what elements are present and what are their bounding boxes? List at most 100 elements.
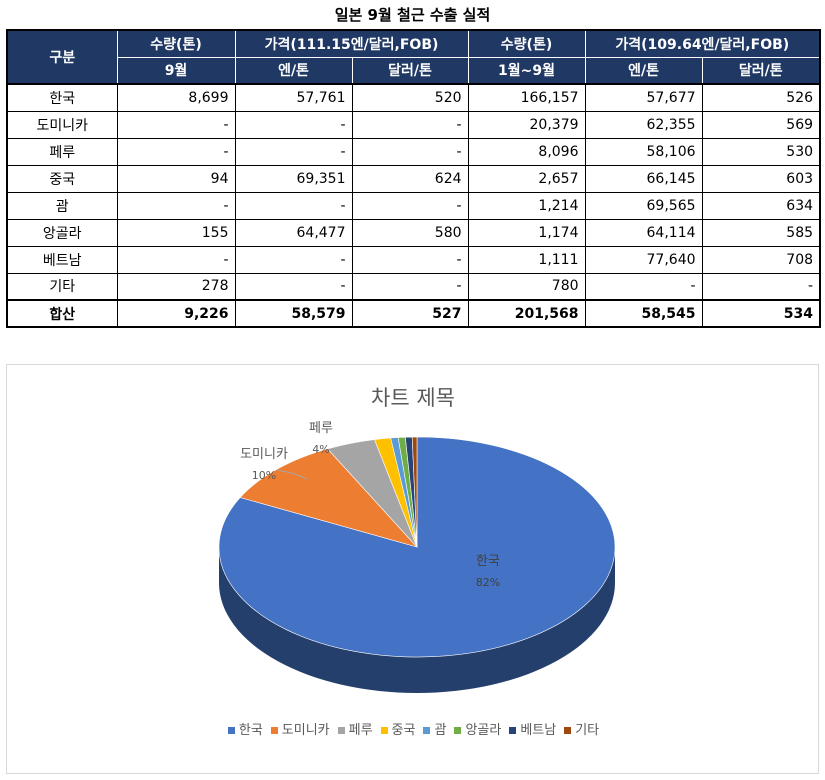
legend-label: 한국 xyxy=(238,723,263,738)
table-cell: 526 xyxy=(701,83,821,112)
legend-label: 도미니카 xyxy=(281,723,330,738)
row-category: 중국 xyxy=(6,164,118,193)
table-cell: 780 xyxy=(467,272,586,301)
legend-item: 중국 xyxy=(380,719,416,738)
data-label-도미니카: 도미니카 10% xyxy=(240,447,288,482)
legend-swatch xyxy=(564,727,572,734)
table-cell: 8,096 xyxy=(467,137,586,166)
table-cell: 20,379 xyxy=(467,110,586,139)
legend-label: 앙골라 xyxy=(465,723,502,738)
table-cell: - xyxy=(116,110,236,139)
table-cell: 2,657 xyxy=(467,164,586,193)
table-cell: 634 xyxy=(701,191,821,220)
pie-chart: 차트 제목 한국 82% 도미니카 10% 페루 4% 한국 도미니카 페루 중국 괌 앙골라 베트남 기… xyxy=(6,364,819,774)
subheader-cell: 엔/톤 xyxy=(234,56,353,85)
chart-title: 차트 제목 xyxy=(371,386,455,410)
table-cell: 94 xyxy=(116,164,236,193)
table-cell: - xyxy=(351,137,469,166)
table-cell: - xyxy=(351,272,469,301)
table-cell: 580 xyxy=(351,218,469,247)
header-qty-ytd: 수량(톤) xyxy=(467,29,586,58)
header-category: 구분 xyxy=(6,29,118,85)
row-category: 기타 xyxy=(6,272,118,301)
row-category: 도미니카 xyxy=(6,110,118,139)
subheader-cell: 엔/톤 xyxy=(584,56,703,85)
subheader-cell: 9월 xyxy=(116,56,236,85)
table-cell: - xyxy=(234,110,353,139)
table-cell: - xyxy=(116,191,236,220)
table-row: 앙골라 155 64,477 580 1,174 64,114 585 xyxy=(6,218,821,247)
table-cell: 624 xyxy=(351,164,469,193)
legend-item: 베트남 xyxy=(509,719,556,738)
table-row: 기타 278- -780- - xyxy=(6,272,821,301)
row-category: 괌 xyxy=(6,191,118,220)
row-category: 앙골라 xyxy=(6,218,118,247)
table-cell: 64,477 xyxy=(234,218,353,247)
table-cell: 1,111 xyxy=(467,245,586,274)
leader-line xyxy=(276,469,308,480)
header-qty-sep: 수량(톤) xyxy=(116,29,236,58)
row-category: 합산 xyxy=(6,299,118,328)
table-cell: - xyxy=(234,191,353,220)
legend-swatch xyxy=(380,727,388,734)
data-label-percent: 10% xyxy=(252,469,276,482)
table-cell: 520 xyxy=(351,83,469,112)
data-label-percent: 4% xyxy=(312,443,329,456)
table-cell: 569 xyxy=(701,110,821,139)
legend-item: 페루 xyxy=(337,719,373,738)
legend-item: 괌 xyxy=(423,719,446,738)
table-cell: 57,677 xyxy=(584,83,703,112)
table-cell: 708 xyxy=(701,245,821,274)
legend-item: 도미니카 xyxy=(270,719,330,738)
table-row: 중국 94 69,351 624 2,657 66,145 603 xyxy=(6,164,821,193)
table-cell: 534 xyxy=(701,299,821,328)
table-cell: - xyxy=(701,272,821,301)
pie-sides xyxy=(219,547,615,693)
legend-item: 한국 xyxy=(227,719,263,738)
row-category: 베트남 xyxy=(6,245,118,274)
legend-item: 기타 xyxy=(564,719,599,738)
pie-slice-한국 xyxy=(218,436,616,658)
table-row: 한국 8,699 57,761 520 166,157 57,677 526 xyxy=(6,83,821,112)
table-cell: 166,157 xyxy=(467,83,586,112)
chart-legend: 한국 도미니카 페루 중국 괌 앙골라 베트남 기타 xyxy=(7,719,820,738)
header-price-ytd: 가격(109.64엔/달러,FOB) xyxy=(584,29,821,58)
table-cell: - xyxy=(116,245,236,274)
table-cell: 64,114 xyxy=(584,218,703,247)
legend-label: 베트남 xyxy=(520,723,557,738)
pie-slice-도미니카 xyxy=(239,448,418,548)
legend-swatch xyxy=(509,727,517,734)
table-cell: 530 xyxy=(701,137,821,166)
table-cell: 69,351 xyxy=(234,164,353,193)
data-label-name: 도미니카 xyxy=(240,447,288,462)
header-price-sep: 가격(111.15엔/달러,FOB) xyxy=(234,29,469,58)
legend-swatch xyxy=(337,727,345,734)
table-row: 도미니카 - - -20,379 62,355 569 xyxy=(6,110,821,139)
table-cell: 69,565 xyxy=(584,191,703,220)
table-cell: - xyxy=(116,137,236,166)
legend-swatch xyxy=(227,727,235,734)
table-cell: - xyxy=(351,191,469,220)
legend-label: 페루 xyxy=(348,723,373,738)
table-cell: - xyxy=(584,272,703,301)
table-cell: 1,174 xyxy=(467,218,586,247)
table-cell: 201,568 xyxy=(467,299,586,328)
table-row: 괌 - - -1,214 69,565 634 xyxy=(6,191,821,220)
table-cell: 58,106 xyxy=(584,137,703,166)
leader-line xyxy=(336,448,363,462)
table-cell: 62,355 xyxy=(584,110,703,139)
legend-swatch xyxy=(423,727,431,734)
table-cell: 58,545 xyxy=(584,299,703,328)
data-label-한국: 한국 82% xyxy=(476,554,500,589)
legend-label: 중국 xyxy=(391,723,416,738)
subheader-cell: 달러/톤 xyxy=(351,56,469,85)
table-cell: - xyxy=(351,245,469,274)
subheader-cell: 달러/톤 xyxy=(701,56,821,85)
table-cell: 278 xyxy=(116,272,236,301)
data-label-percent: 82% xyxy=(476,576,500,589)
subheader-cell: 1월~9월 xyxy=(467,56,586,85)
data-label-페루: 페루 4% xyxy=(309,421,333,456)
table-cell: 57,761 xyxy=(234,83,353,112)
table-cell: 527 xyxy=(351,299,469,328)
